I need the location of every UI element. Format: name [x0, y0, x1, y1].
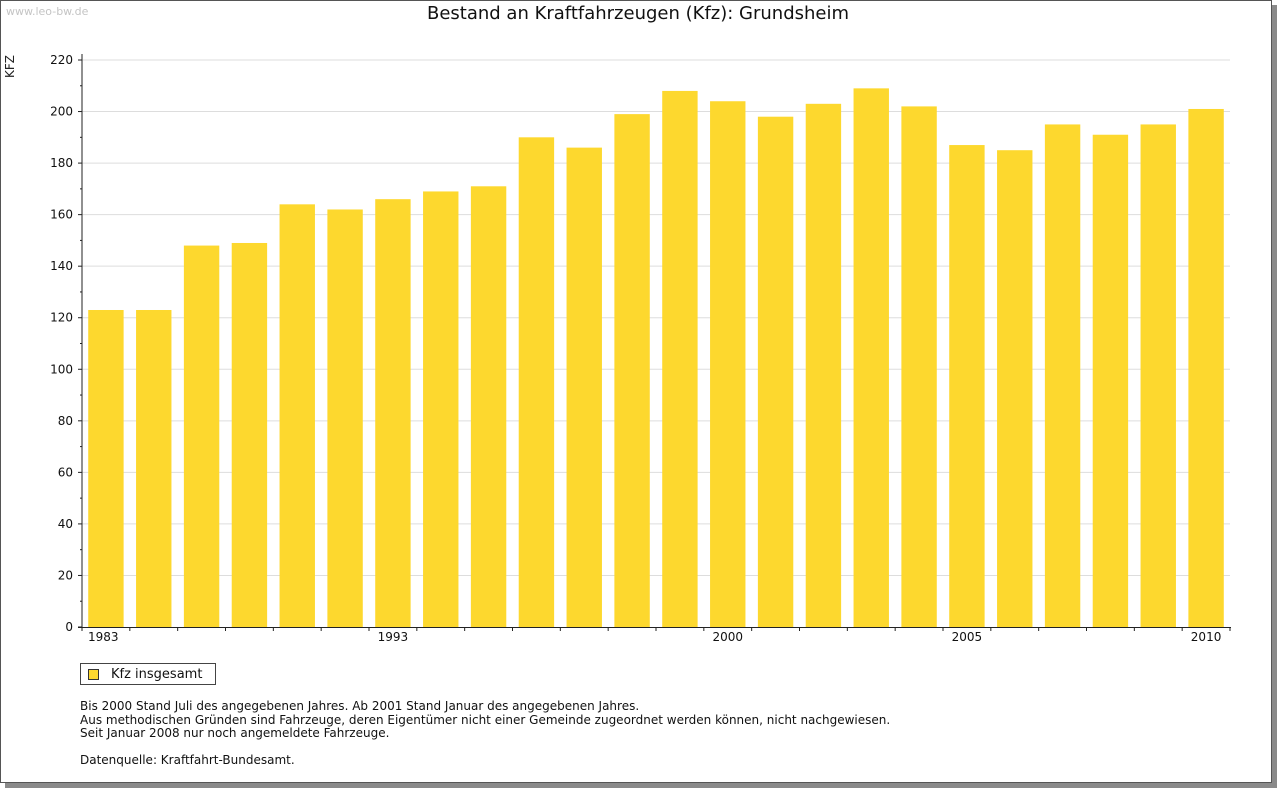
bar [88, 309, 124, 627]
y-tick-label: 220 [50, 53, 73, 67]
y-tick-label: 60 [58, 465, 73, 479]
bar [662, 90, 698, 628]
y-tick-label: 200 [50, 105, 73, 119]
bar [279, 204, 315, 627]
bar [231, 242, 268, 627]
y-tick-label: 180 [50, 156, 73, 170]
bar [901, 106, 937, 627]
bar [997, 150, 1033, 628]
bar [470, 186, 507, 627]
bars [88, 88, 1224, 628]
data-source: Datenquelle: Kraftfahrt-Bundesamt. [80, 753, 295, 767]
x-tick-label: 1993 [378, 630, 409, 644]
footnotes: Bis 2000 Stand Juli des angegebenen Jahr… [80, 699, 891, 741]
bar [710, 101, 746, 627]
y-tick-label: 0 [65, 620, 73, 634]
legend: Kfz insgesamt [80, 663, 216, 685]
y-tick-label: 80 [58, 414, 73, 428]
y-tick-label: 160 [50, 208, 73, 222]
x-tick-labels: 1983 1993 2000 2005 2010 [88, 630, 1221, 644]
chart-title: Bestand an Kraftfahrzeugen (Kfz): Grunds… [426, 3, 850, 24]
bar [757, 116, 794, 627]
x-tick-label: 2010 [1191, 630, 1222, 644]
grid-lines [82, 59, 1230, 576]
footnote-line: Aus methodischen Gründen sind Fahrzeuge,… [80, 712, 891, 727]
bar [614, 114, 650, 627]
axes [78, 54, 1231, 631]
y-tick-label: 120 [50, 311, 73, 325]
bar [1044, 124, 1081, 627]
y-tick-label: 40 [58, 517, 73, 531]
y-tick-labels: 0 20 40 60 80 100 120 140 160 180 200 220 [50, 53, 73, 634]
legend-swatch-icon [88, 669, 99, 680]
bar [136, 309, 172, 627]
x-tick-label: 1983 [88, 630, 119, 644]
bar [1140, 124, 1176, 627]
y-tick-label: 100 [50, 362, 73, 376]
y-tick-label: 140 [50, 259, 73, 273]
footnote-line: Bis 2000 Stand Juli des angegebenen Jahr… [80, 699, 640, 713]
bar [1188, 108, 1224, 627]
watermark[interactable]: www.leo-bw.de [6, 5, 89, 18]
legend-label: Kfz insgesamt [111, 667, 203, 682]
footnote-line: Seit Januar 2008 nur noch angemeldete Fa… [80, 726, 390, 740]
bar [423, 191, 459, 627]
y-tick-label: 20 [58, 568, 73, 582]
x-tick-label: 2000 [712, 630, 743, 644]
bar [518, 137, 555, 627]
bar-chart: 0 20 40 60 80 100 120 140 160 180 200 220 1983 1993 2… [50, 53, 1231, 644]
bar [375, 199, 411, 627]
bar [949, 145, 985, 628]
bar [1092, 134, 1129, 627]
bar [183, 245, 220, 627]
bar [853, 88, 889, 628]
bar [566, 147, 602, 628]
bar [327, 209, 363, 627]
bar [805, 103, 842, 627]
x-tick-label: 2005 [952, 630, 983, 644]
